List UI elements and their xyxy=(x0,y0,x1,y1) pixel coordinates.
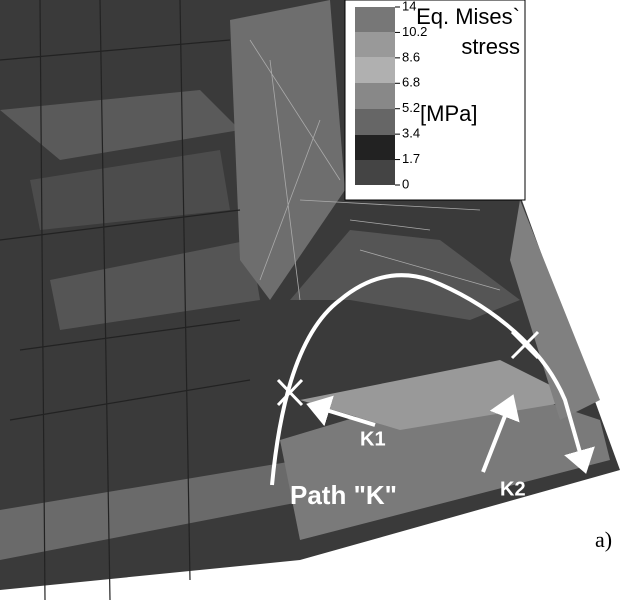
panel-label: a) xyxy=(595,527,612,552)
path-label: Path "K" xyxy=(290,480,397,510)
legend-tick-label: 3.4 xyxy=(402,126,420,141)
legend-unit: [MPa] xyxy=(420,101,477,126)
legend-tick-label: 1.7 xyxy=(402,151,420,166)
figure: Eq. Mises` stress [MPa] 14 10.2 8.6 6.8 5.2 3… xyxy=(0,0,635,602)
k2-label: K2 xyxy=(500,478,526,500)
legend-tick-label: 5.2 xyxy=(402,100,420,115)
legend-tick-label: 10.2 xyxy=(402,24,427,39)
legend-title: stress xyxy=(461,34,520,59)
legend: Eq. Mises` stress [MPa] 14 10.2 8.6 6.8 5.2 3… xyxy=(345,0,525,200)
mesh xyxy=(0,0,620,600)
k1-label: K1 xyxy=(360,428,386,450)
legend-tick-label: 8.6 xyxy=(402,49,420,64)
legend-tick-label: 14 xyxy=(402,0,416,13)
legend-tick-label: 0 xyxy=(402,176,409,191)
legend-tick-label: 6.8 xyxy=(402,75,420,90)
legend-title: Eq. Mises` xyxy=(416,4,520,29)
